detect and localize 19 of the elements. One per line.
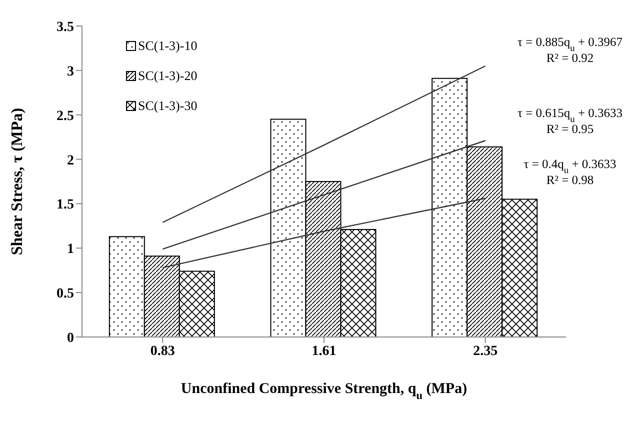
legend-label: SC(1-3)-20 xyxy=(138,68,198,84)
y-tick-label: 3.5 xyxy=(56,20,74,35)
x-tick-label: 0.83 xyxy=(150,344,175,359)
x-tick-label: 1.61 xyxy=(312,344,336,359)
y-tick-label: 0 xyxy=(67,330,74,346)
y-tick-label: 1.5 xyxy=(56,198,74,213)
y-tick-label: 3 xyxy=(67,64,74,80)
legend-label: SC(1-3)-10 xyxy=(138,38,198,54)
x-tick-label: 2.35 xyxy=(473,344,498,359)
y-tick-label: 2 xyxy=(67,153,74,168)
y-tick-label: 1 xyxy=(67,242,74,258)
legend-label: SC(1-3)-30 xyxy=(138,98,198,114)
annotation: τ = 0.885q$_{u}$ + 0.3967 R² = 0.92 xyxy=(517,35,623,65)
y-tick-label: 0.5 xyxy=(56,286,74,302)
x-axis-title: Unconfined Compressive Strength, q$_{u}$ (MPa) xyxy=(180,381,468,402)
annotation: τ = 0.4q$_{u}$ + 0.3633 R² = 0.98 xyxy=(524,157,616,187)
annotation: τ = 0.615q$_{u}$ + 0.3633 R² = 0.95 xyxy=(517,106,623,136)
y-axis-title: Shear Stress, τ (MPa) xyxy=(9,108,26,256)
y-tick-label: 2.5 xyxy=(56,108,74,124)
